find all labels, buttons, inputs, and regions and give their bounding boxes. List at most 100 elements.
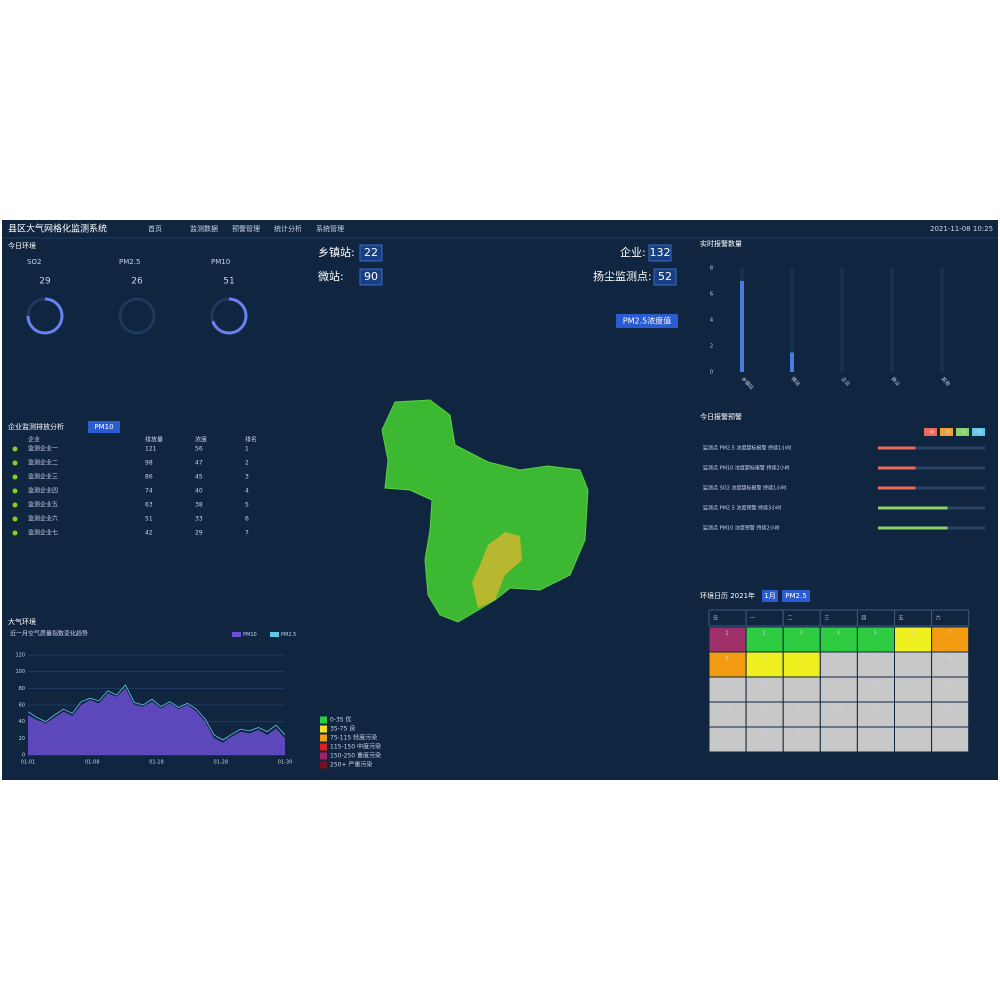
weekday: 日 xyxy=(713,616,718,622)
calendar-day[interactable] xyxy=(894,726,933,753)
day-number: 11 xyxy=(835,656,841,662)
x-tick-label: 01-08 xyxy=(85,760,100,766)
calendar-day[interactable] xyxy=(856,626,896,653)
bar xyxy=(740,281,744,372)
legend-swatch xyxy=(320,752,327,760)
calendar-day[interactable] xyxy=(856,651,896,678)
calendar-day[interactable] xyxy=(819,626,858,653)
legend-swatch xyxy=(320,734,327,742)
map-button[interactable]: PM2.5浓度值 xyxy=(623,316,671,326)
calendar-day[interactable] xyxy=(931,651,970,678)
calendar-day[interactable] xyxy=(931,726,970,753)
legend-chip xyxy=(956,428,969,436)
calendar-day[interactable] xyxy=(894,651,933,678)
nav-item[interactable]: 预警管理 xyxy=(232,224,260,233)
panel-subtitle: 近一月空气质量指数变化趋势 xyxy=(10,630,88,638)
x-tick-label: 01-18 xyxy=(149,760,164,766)
day-number: 20 xyxy=(909,681,915,687)
calendar-day[interactable] xyxy=(782,626,821,653)
day-number: 3 xyxy=(800,631,803,637)
legend-label: 二级 xyxy=(943,428,951,434)
y-tick-label: 0 xyxy=(22,753,25,759)
calendar-day[interactable] xyxy=(819,676,858,703)
table-cell: 47 xyxy=(195,460,203,467)
alert-text: 监测点 PM10 浓度预警 持续2小时 xyxy=(703,525,780,532)
map-button-box xyxy=(616,314,678,328)
day-number: 17 xyxy=(798,681,804,687)
day-number: 4 xyxy=(948,731,951,737)
day-number: 7 xyxy=(948,631,951,637)
day-number: 2 xyxy=(763,631,766,637)
day-number: 1 xyxy=(837,731,840,737)
calendar-day[interactable] xyxy=(856,701,896,728)
y-tick-label: 40 xyxy=(19,719,25,725)
datetime: 2021-11-08 10:25 xyxy=(930,225,993,233)
panel-title: 环境日历 2021年 xyxy=(700,591,755,600)
calendar-day[interactable] xyxy=(708,726,747,753)
table-header: 排放量 xyxy=(145,436,163,444)
table-cell: 98 xyxy=(145,460,153,467)
table-cell: 33 xyxy=(195,516,203,523)
legend-label: 四级 xyxy=(975,428,983,434)
table-cell: 4 xyxy=(245,488,249,495)
pollutant[interactable]: PM2.5 xyxy=(785,592,806,600)
table-cell: 2 xyxy=(245,460,249,467)
month[interactable]: 1月 xyxy=(764,592,775,600)
table-cell: 74 xyxy=(145,488,153,495)
row-dot xyxy=(12,530,18,536)
bar-track xyxy=(940,268,944,372)
alert-text: 监测点 PM2.5 浓度超标报警 持续1小时 xyxy=(703,445,791,452)
day-number: 15 xyxy=(724,681,730,687)
legend-label: PM10 xyxy=(243,632,257,638)
panel-title: 实时报警数量 xyxy=(700,239,742,248)
gauge-value: 29 xyxy=(39,277,51,287)
legend-swatch xyxy=(270,632,279,637)
calendar-day[interactable] xyxy=(782,726,821,753)
stat-label: 扬尘监测点: xyxy=(593,269,652,283)
nav-item[interactable]: 系统管理 xyxy=(316,224,344,233)
legend-chip xyxy=(924,428,937,436)
calendar-day[interactable] xyxy=(708,701,747,728)
day-number: 30 xyxy=(761,731,767,737)
gauge-arc xyxy=(210,297,248,335)
y-tick-label: 2 xyxy=(710,344,713,350)
weekday: 六 xyxy=(936,615,941,622)
calendar-header-cell xyxy=(931,609,970,627)
table-cell: 29 xyxy=(195,530,203,537)
table-cell: 42 xyxy=(145,530,153,537)
day-number: 14 xyxy=(946,656,952,662)
tag-box xyxy=(88,421,120,433)
progress-bar xyxy=(878,506,948,510)
region-district xyxy=(472,532,522,608)
day-number: 16 xyxy=(761,681,767,687)
y-tick-label: 120 xyxy=(15,653,25,659)
calendar-day[interactable] xyxy=(782,651,821,678)
calendar-day[interactable] xyxy=(856,726,896,753)
calendar-day[interactable] xyxy=(745,651,784,678)
legend-label: 0-35 优 xyxy=(330,716,352,724)
legend-swatch xyxy=(320,725,327,733)
day-number: 24 xyxy=(798,706,804,712)
calendar-day[interactable] xyxy=(819,701,858,728)
day-number: 10 xyxy=(798,656,804,662)
table-cell: 3 xyxy=(245,474,249,481)
row-dot xyxy=(12,446,18,452)
y-tick-label: 20 xyxy=(19,736,25,742)
nav-item[interactable]: 首页 xyxy=(148,224,162,233)
table-cell: 51 xyxy=(145,516,153,523)
panel-title: 今日环境 xyxy=(8,241,36,250)
area xyxy=(28,688,285,755)
alert-text: 监测点 PM10 浓度超标报警 持续2小时 xyxy=(703,465,790,472)
stat-value: 132 xyxy=(650,246,671,259)
nav-item[interactable]: 统计分析 xyxy=(274,224,302,233)
day-number: 25 xyxy=(835,706,841,712)
day-number: 31 xyxy=(798,731,804,737)
panel-title: 企业监测排放分析 xyxy=(8,422,64,431)
calendar-day[interactable] xyxy=(745,626,784,653)
nav-item[interactable]: 监测数据 xyxy=(190,224,218,233)
row-dot xyxy=(12,460,18,466)
tag-box xyxy=(762,590,778,602)
calendar-day[interactable] xyxy=(894,626,933,653)
gauge-label: SO2 xyxy=(27,258,41,266)
